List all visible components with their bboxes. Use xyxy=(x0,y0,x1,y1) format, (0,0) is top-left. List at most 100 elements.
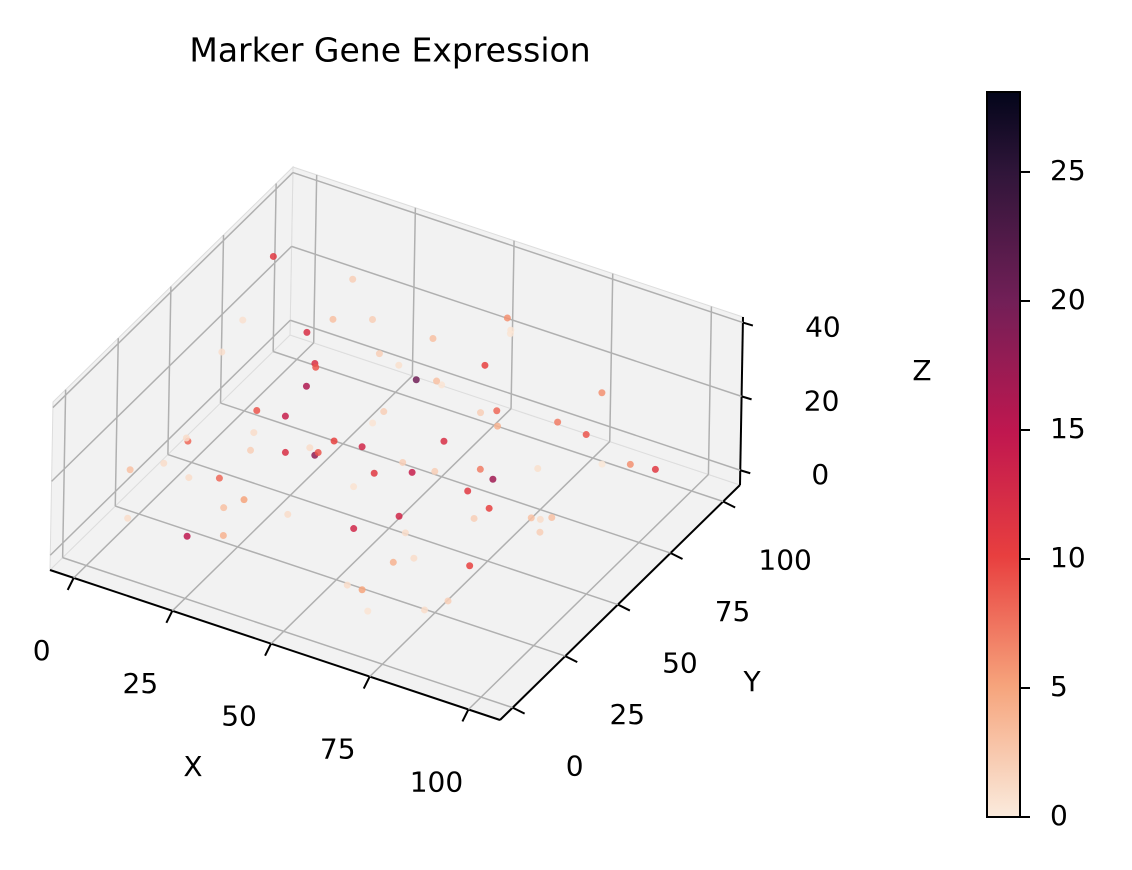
point xyxy=(626,460,634,468)
point xyxy=(464,487,472,495)
point xyxy=(185,474,193,482)
point xyxy=(343,581,351,589)
y-tick xyxy=(670,552,683,560)
z-tick xyxy=(739,469,751,475)
point xyxy=(312,363,320,371)
grid-line xyxy=(219,235,225,404)
grid-line xyxy=(707,306,713,475)
y-tick xyxy=(512,706,526,715)
x-axis-label: X xyxy=(183,750,202,783)
colorbar-tick-label: 10 xyxy=(1050,541,1086,574)
point xyxy=(350,525,358,533)
x-tick-label: 100 xyxy=(410,765,463,798)
point xyxy=(281,412,289,420)
point xyxy=(281,448,289,456)
point xyxy=(302,382,310,390)
grid-line xyxy=(608,273,614,442)
point xyxy=(485,504,493,512)
point xyxy=(554,418,562,426)
point xyxy=(380,408,388,416)
point xyxy=(412,376,420,384)
y-tick xyxy=(564,655,578,663)
point xyxy=(431,467,439,475)
point xyxy=(219,531,227,539)
grid-line xyxy=(411,207,417,376)
colorbar-tick-label: 0 xyxy=(1050,799,1068,832)
grid-line xyxy=(220,402,671,554)
grid-line xyxy=(171,375,413,612)
point xyxy=(408,468,416,476)
z-axis-line xyxy=(739,316,744,486)
point xyxy=(269,252,277,260)
panes xyxy=(49,165,754,722)
grid-line xyxy=(291,245,742,398)
x-tick-label: 75 xyxy=(320,733,356,766)
x-tick-label: 50 xyxy=(221,700,257,733)
point xyxy=(493,407,501,415)
point xyxy=(183,532,191,540)
point xyxy=(124,514,132,522)
point xyxy=(369,419,377,427)
grid-line xyxy=(51,245,293,482)
colorbar-tick-label: 25 xyxy=(1050,154,1086,187)
point xyxy=(598,389,606,397)
grid-line xyxy=(510,240,515,409)
point xyxy=(494,422,502,430)
grid-line xyxy=(167,453,619,606)
point xyxy=(375,350,383,358)
side-pane xyxy=(49,165,294,572)
grid-line xyxy=(61,389,67,558)
z-tick xyxy=(741,395,752,401)
point xyxy=(314,448,322,456)
grid-line xyxy=(312,174,318,343)
point xyxy=(215,474,223,482)
point xyxy=(370,469,378,477)
point xyxy=(466,562,474,570)
point xyxy=(389,558,397,566)
point xyxy=(527,514,535,522)
point xyxy=(182,434,190,442)
point xyxy=(358,586,366,594)
colorbar xyxy=(986,91,1021,818)
z-axis-label: Z xyxy=(912,354,931,387)
y-tick-label: 0 xyxy=(566,750,584,783)
point xyxy=(253,406,261,414)
point xyxy=(440,437,448,445)
point xyxy=(481,361,489,369)
x-axis-line xyxy=(49,569,501,721)
colorbar-tick-label: 20 xyxy=(1050,283,1086,316)
y-axis-line xyxy=(499,484,741,721)
point xyxy=(470,514,478,522)
chart-title: Marker Gene Expression xyxy=(189,31,590,70)
point xyxy=(220,504,228,512)
point xyxy=(126,466,134,474)
point xyxy=(536,515,544,523)
grid-line xyxy=(62,556,513,709)
point xyxy=(651,465,659,473)
grid-line xyxy=(114,338,120,507)
point xyxy=(477,409,485,417)
x-tick-label: 0 xyxy=(33,634,51,667)
grid-line xyxy=(369,441,611,678)
point xyxy=(536,528,544,536)
x-tick xyxy=(362,676,371,690)
point xyxy=(534,465,542,473)
y-tick xyxy=(617,603,631,612)
grid-line xyxy=(52,172,294,409)
point xyxy=(429,334,437,342)
point xyxy=(247,446,255,454)
z-tick-label: 0 xyxy=(811,458,829,491)
point xyxy=(421,606,429,614)
point xyxy=(303,328,311,336)
point xyxy=(350,483,358,491)
point xyxy=(395,512,403,520)
grid-line xyxy=(73,342,315,579)
point xyxy=(218,348,226,356)
grid-line xyxy=(467,473,709,711)
point xyxy=(506,330,514,338)
point xyxy=(160,459,168,467)
point xyxy=(399,458,407,466)
x-tick xyxy=(66,577,75,591)
point xyxy=(433,377,441,385)
